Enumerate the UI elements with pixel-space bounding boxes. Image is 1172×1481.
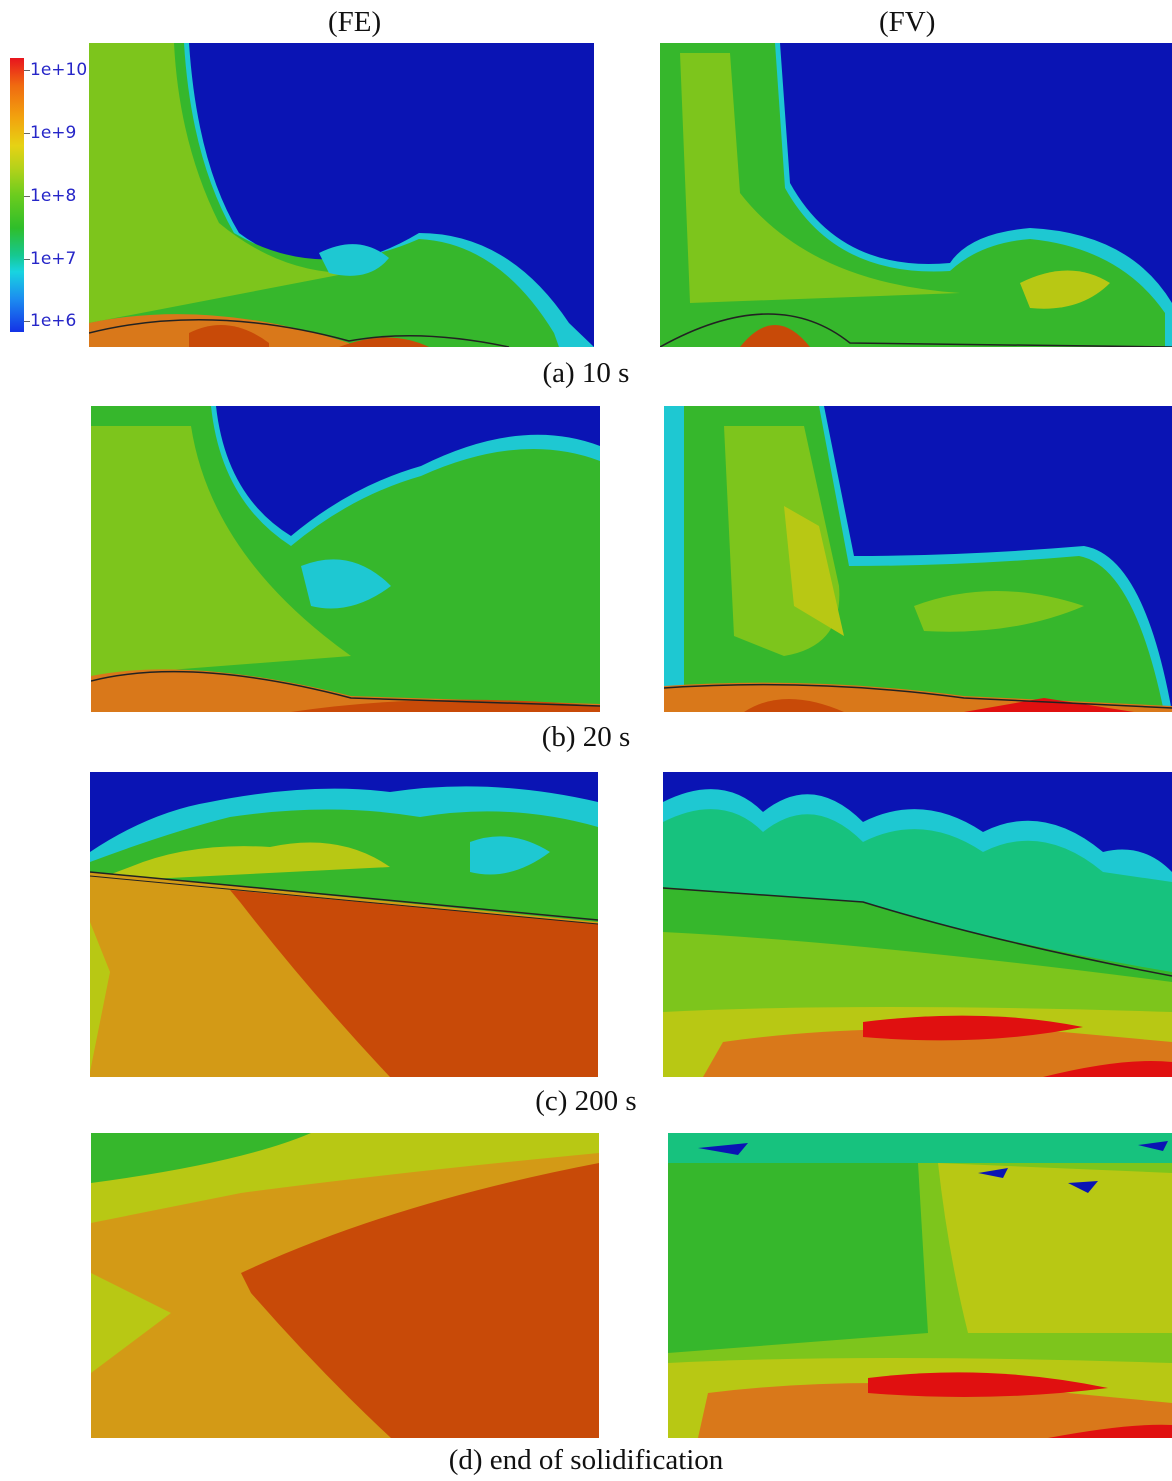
caption-c: (c) 200 s <box>535 1085 637 1117</box>
legend-label-1e7: 1e+7 <box>30 249 77 269</box>
legend-label-1e8: 1e+8 <box>30 186 77 206</box>
legend-label-1e10: 1e+10 <box>30 60 88 80</box>
panel-b-fe <box>91 406 600 712</box>
panel-d-fe <box>91 1133 599 1438</box>
panel-d-fv <box>668 1133 1172 1438</box>
legend-label-1e6: 1e+6 <box>30 311 77 331</box>
colorbar <box>10 58 24 332</box>
column-header-fe: (FE) <box>328 6 382 38</box>
caption-b: (b) 20 s <box>541 721 631 753</box>
legend-label-1e9: 1e+9 <box>30 123 77 143</box>
color-legend: 1e+10 1e+9 1e+8 1e+7 1e+6 <box>8 58 90 334</box>
panel-b-fv <box>664 406 1172 712</box>
panel-c-fv <box>663 772 1172 1077</box>
caption-d: (d) end of solidification <box>448 1444 724 1476</box>
panel-c-fe <box>90 772 598 1077</box>
panel-a-fe <box>89 43 594 347</box>
column-header-fv: (FV) <box>879 6 936 38</box>
caption-a: (a) 10 s <box>542 357 630 389</box>
panel-a-fv <box>660 43 1172 347</box>
